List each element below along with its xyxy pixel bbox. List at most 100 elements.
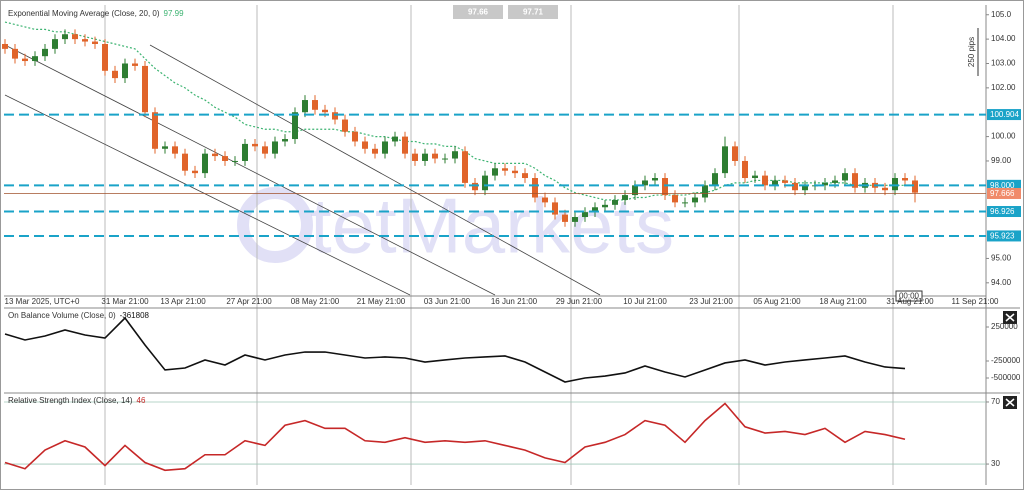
candle-body [502,168,508,171]
level-label: 100.904 [990,110,1019,119]
candle-body [912,180,918,193]
ruler-label: 250 pips [967,37,976,67]
title-text: Exponential Moving Average (Close, 20, 0… [8,9,160,18]
candle-body [572,217,578,222]
candle-body [632,185,638,196]
quote-box[interactable]: 97.66 [453,5,503,19]
candle-body [322,109,328,113]
panel-title: Relative Strength Index (Close, 14) 46 [8,396,146,405]
x-tick-label: 16 Jun 21:00 [491,297,538,306]
indicator-value: -361808 [120,311,150,320]
candle-body [492,168,498,176]
x-tick-label: 10 Jul 21:00 [623,297,667,306]
candle-body [432,153,438,159]
candle-body [52,39,58,49]
y-tick-label: 94.00 [991,278,1012,287]
crosshair-time-box [895,290,923,302]
candle-body [352,131,358,142]
candle-body [192,170,198,174]
candle-body [802,185,808,191]
candle-body [672,195,678,203]
candle-body [592,207,598,213]
indicator-value: 46 [137,396,146,405]
title-text: Relative Strength Index (Close, 14) [8,396,133,405]
candle-body [122,63,128,79]
x-tick-label: 18 Aug 21:00 [819,297,867,306]
indicator-line [4,316,906,383]
level-label: 96.926 [990,207,1015,216]
y-tick-label: -500000 [991,373,1021,382]
candle-body [362,141,368,149]
watermark-logo [237,187,313,263]
x-tick-label: 31 Aug 21:00 [886,297,934,306]
candle-body [142,65,148,113]
y-tick-label: 100.00 [991,132,1016,141]
candle-body [882,187,888,191]
candle-body [612,199,618,205]
close-button[interactable] [1003,311,1017,324]
candle-body [542,197,548,203]
quote-text: 97.66 [468,8,489,17]
candle-body [22,58,28,62]
candle-body [102,43,108,71]
candle-body [32,56,38,62]
candle-body [172,146,178,154]
candle-body [852,173,858,188]
x-tick-label: 23 Jul 21:00 [689,297,733,306]
quote-text: 97.71 [523,8,544,17]
indicator-line [4,402,906,472]
candle-body [132,63,138,66]
candle-body [382,141,388,154]
candle-body [462,151,468,183]
candle-body [892,178,898,191]
candle-body [512,170,518,174]
candle-body [152,112,158,149]
candle-body [662,178,668,196]
y-tick-label: 102.00 [991,83,1016,92]
y-tick-label: 70 [991,397,1000,406]
candle-body [82,39,88,42]
candle-body [292,112,298,140]
candle-body [452,151,458,159]
panel-title: Exponential Moving Average (Close, 20, 0… [8,9,184,18]
candle-body [312,100,318,110]
candle-body [392,136,398,142]
last-price-box [987,187,1021,199]
watermark: tetMarkets [310,182,674,270]
candle-body [242,143,248,161]
candle-body [262,146,268,154]
candle-body [832,180,838,183]
candle-body [372,148,378,154]
candle-body [732,146,738,161]
x-tick-label: 27 Apr 21:00 [226,297,272,306]
close-button[interactable] [1003,396,1017,409]
candle-body [532,178,538,198]
candle-body [522,173,528,179]
x-tick-label: 05 Aug 21:00 [753,297,801,306]
candle-body [42,48,48,57]
candle-body [272,141,278,154]
candle-body [252,143,258,147]
candle-body [722,146,728,174]
level-label-box [987,109,1021,121]
x-tick-label: 13 Mar 2025, UTC+0 [5,297,80,306]
y-tick-label: 105.0 [991,10,1012,19]
candle-body [792,182,798,191]
y-tick-label: 99.00 [991,156,1012,165]
candle-body [562,214,568,222]
candle-body [642,180,648,186]
panel-title: On Balance Volume (Close, 0) -361808 [8,311,150,320]
indicator-value: 97.99 [164,9,185,18]
candle-body [682,202,688,204]
candle-body [402,136,408,154]
candle-body [902,178,908,181]
level-label: 95.923 [990,232,1015,241]
level-label-box [987,179,1021,191]
candle-body [762,175,768,186]
quote-box[interactable]: 97.71 [508,5,558,19]
candle-body [622,195,628,200]
x-tick-label: 31 Mar 21:00 [101,297,149,306]
